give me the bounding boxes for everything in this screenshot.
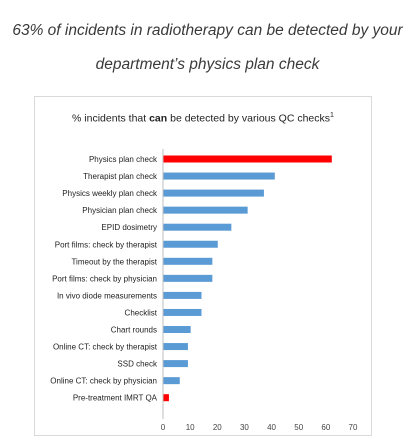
x-tick-label: 0 — [161, 423, 166, 432]
chart-title-part-1: % incidents that — [72, 112, 150, 125]
x-tick-label: 50 — [294, 423, 303, 432]
x-tick-label: 30 — [240, 423, 249, 432]
x-tick-label: 20 — [213, 423, 222, 432]
x-tick-label: 60 — [321, 423, 330, 432]
chart-title: % incidents that can be detected by vari… — [35, 109, 371, 126]
bar-2 — [163, 172, 275, 180]
bar-15 — [163, 394, 169, 402]
bar-6 — [163, 240, 218, 248]
category-label: Physician plan check — [82, 206, 158, 215]
bar-7 — [163, 257, 213, 265]
headline-line-1: 63% of incidents in radiotherapy can be … — [12, 22, 403, 39]
category-label: Physics plan check — [89, 155, 158, 164]
category-label: Checklist — [125, 308, 158, 317]
chart-title-part-2: be detected by various QC checks — [167, 112, 331, 125]
x-tick-label: 10 — [186, 423, 195, 432]
category-label: Timeout by the therapist — [71, 257, 157, 266]
category-label: Chart rounds — [111, 326, 157, 335]
category-label: Physics weekly plan check — [62, 189, 158, 198]
bar-11 — [163, 326, 191, 333]
bar-5 — [163, 223, 232, 231]
bar-3 — [163, 189, 264, 197]
bar-10 — [163, 308, 202, 316]
category-label: Port films: check by physician — [52, 274, 157, 283]
x-tick-label: 70 — [349, 423, 358, 432]
bar-12 — [163, 343, 188, 351]
category-label: Therapist plan check — [83, 172, 158, 181]
chart-title-emphasis: can — [149, 112, 168, 125]
bar-4 — [163, 206, 248, 214]
chart-title-footnote: 1 — [330, 112, 334, 119]
category-label: In vivo diode measurements — [57, 291, 157, 300]
category-label: Online CT: check by therapist — [53, 343, 158, 352]
bar-13 — [163, 360, 188, 368]
category-label: SSD check — [117, 360, 158, 369]
category-label: Online CT: check by physician — [50, 377, 157, 386]
x-tick-label: 40 — [267, 423, 276, 432]
chart-container: % incidents that can be detected by vari… — [34, 96, 372, 436]
bar-14 — [163, 377, 180, 385]
bar-9 — [163, 291, 202, 299]
bar-chart: Physics plan check Therapist plan check Ph… — [50, 149, 358, 432]
bar-8 — [163, 274, 213, 282]
category-label: Port films: check by therapist — [55, 240, 158, 249]
category-label: Pre-treatment IMRT QA — [73, 394, 158, 403]
category-label: EPID dosimetry — [101, 223, 157, 232]
bar-1 — [163, 155, 332, 163]
headline-line-2: department’s physics plan check — [95, 56, 320, 73]
